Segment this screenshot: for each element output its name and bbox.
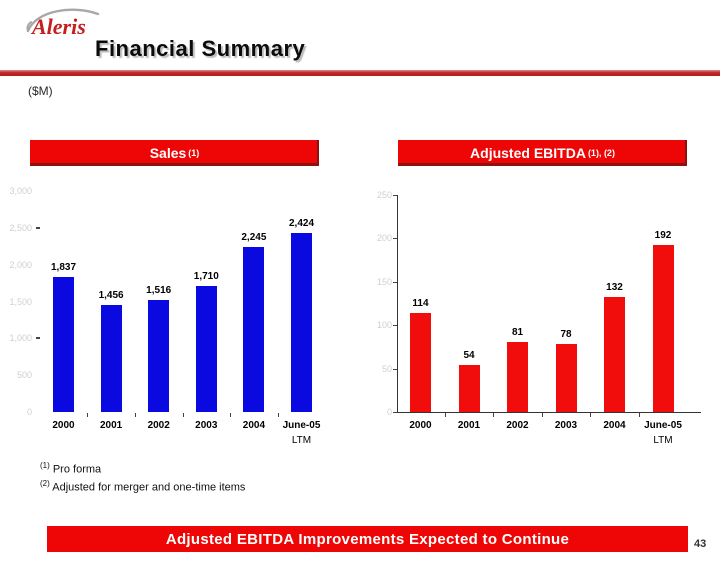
bar-value-label: 78	[560, 329, 572, 341]
y-axis-tick	[393, 412, 397, 413]
x-axis-tick	[638, 413, 640, 417]
bar-value-label: 114	[412, 297, 429, 309]
bar	[53, 276, 74, 412]
y-axis-tick	[393, 238, 397, 239]
y-tick-label: 500	[16, 370, 32, 381]
sales-chart-title: Sales (1)	[30, 140, 319, 166]
sales-bar-chart: 3,000 2,500 2,000 1,500 1,000 500 0 1,837 2000 1,…	[6, 183, 346, 458]
bottom-banner-text: Adjusted EBITDA Improvements Expected to…	[165, 530, 570, 548]
y-axis-tick	[36, 337, 40, 340]
bar-value-label: 81	[511, 326, 524, 338]
footnote-adjusted: (2) Adjusted for merger and one-time ite…	[40, 479, 245, 494]
x-axis-tick	[182, 413, 184, 417]
y-tick-label: 2,500	[9, 222, 32, 233]
sales-chart-title-sup: (1)	[188, 148, 200, 158]
y-axis-tick	[393, 368, 397, 370]
bar	[195, 286, 217, 412]
unit-label: ($M)	[28, 84, 53, 98]
bar	[555, 344, 577, 412]
x-tick-label: 2002	[147, 420, 170, 431]
x-axis-tick	[590, 413, 592, 417]
x-tick-label: 2003	[195, 420, 218, 431]
footnote-2-sup: (2)	[40, 479, 50, 488]
x-tick-label: June-05	[282, 420, 321, 431]
x-tick-label: 2003	[554, 420, 578, 431]
y-tick-label: 50	[381, 363, 392, 374]
y-tick-label: 200	[376, 233, 392, 243]
page-title: Financial Summary	[95, 36, 306, 61]
page-number: 43	[694, 538, 707, 550]
y-tick-label: 0	[26, 407, 32, 417]
y-tick-label: 250	[376, 189, 392, 200]
y-axis-tick	[36, 226, 40, 229]
x-tick-note-ltm: LTM	[653, 435, 673, 446]
bar	[100, 304, 122, 412]
x-tick-label: June-05	[644, 420, 682, 431]
x-axis-tick	[444, 413, 446, 417]
x-tick-label: 2000	[409, 420, 432, 431]
bar-value-label: 54	[463, 350, 475, 362]
bar-value-label: 1,837	[50, 261, 77, 273]
footnote-1-text: Pro forma	[52, 463, 102, 476]
x-axis-tick	[493, 413, 495, 417]
x-axis-line	[397, 412, 701, 413]
aleris-logo: Aleris	[22, 6, 114, 40]
bar	[148, 300, 170, 412]
y-tick-label: 2,000	[9, 259, 32, 270]
x-axis-tick	[87, 413, 89, 417]
bar-value-label: 1,456	[98, 289, 124, 301]
y-axis-tick	[393, 325, 397, 326]
x-tick-label: 2004	[242, 420, 266, 431]
y-tick-label: 150	[376, 276, 392, 287]
header-divider-rule	[0, 70, 720, 76]
bar	[243, 246, 265, 412]
footnote-pro-forma: (1) Pro forma	[40, 461, 101, 476]
sales-chart-title-text: Sales	[149, 145, 187, 161]
bar	[507, 341, 528, 412]
y-tick-label: 3,000	[9, 186, 32, 196]
footnote-1-sup: (1)	[40, 461, 50, 470]
ebitda-chart-title-sup: (1), (2)	[587, 148, 615, 158]
footnote-2-text: Adjusted for merger and one-time items	[52, 481, 246, 494]
bar	[652, 244, 674, 412]
y-tick-label: 1,500	[9, 296, 32, 307]
x-tick-label: 2002	[506, 420, 529, 431]
x-tick-label: 2001	[99, 420, 123, 431]
bar	[291, 233, 312, 412]
bar	[458, 365, 480, 412]
ebitda-bar-chart: 250 200 150 100 50 0 114 2000 54 2001 81 2002 78 2003…	[377, 183, 720, 458]
y-axis-tick	[393, 194, 397, 196]
x-axis-tick	[134, 413, 136, 417]
bottom-banner: Adjusted EBITDA Improvements Expected to…	[47, 526, 688, 552]
bar-value-label: 192	[654, 229, 672, 241]
bar	[604, 297, 625, 412]
bar-value-label: 1,516	[146, 285, 172, 297]
x-axis-tick	[230, 413, 232, 417]
bar	[410, 312, 431, 412]
x-tick-note-ltm: LTM	[291, 435, 312, 446]
x-axis-tick	[541, 413, 543, 417]
bar-value-label: 2,245	[241, 231, 267, 243]
y-tick-label: 100	[376, 320, 392, 330]
y-axis-line	[397, 194, 398, 412]
x-axis-tick	[277, 413, 279, 417]
x-tick-label: 2004	[603, 420, 626, 431]
bar-value-label: 1,710	[193, 271, 219, 283]
logo-text: Aleris	[32, 14, 86, 39]
ebitda-chart-title: Adjusted EBITDA (1), (2)	[398, 140, 687, 166]
x-tick-label: 2001	[457, 420, 481, 431]
y-axis-tick	[393, 281, 397, 283]
x-tick-label: 2000	[52, 420, 75, 431]
logo-swoosh-icon	[26, 8, 100, 33]
y-tick-label: 0	[386, 407, 392, 417]
y-tick-label: 1,000	[9, 333, 32, 344]
ebitda-chart-title-text: Adjusted EBITDA	[470, 145, 586, 161]
bar-value-label: 2,424	[288, 218, 315, 230]
bar-value-label: 132	[606, 282, 623, 294]
